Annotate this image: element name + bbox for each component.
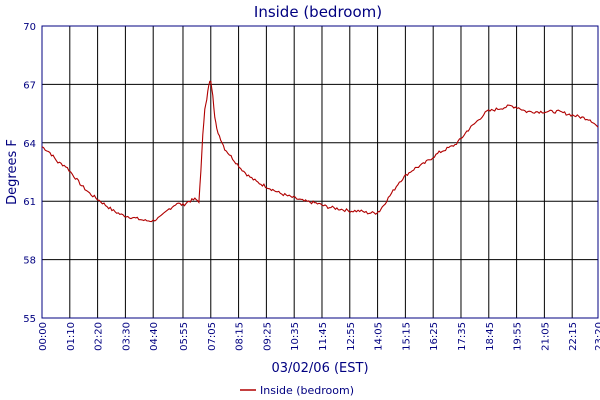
y-axis-ticks: 55 58 61 64 67 70: [23, 22, 36, 325]
x-tick-label: 21:05: [540, 322, 551, 351]
y-tick-label: 61: [23, 197, 36, 208]
x-tick-label: 00:00: [38, 322, 49, 351]
x-tick-label: 03:30: [121, 322, 132, 351]
x-tick-label: 10:35: [290, 322, 301, 351]
x-tick-label: 16:25: [429, 322, 440, 351]
plot-area-frame: [41, 25, 599, 319]
x-axis-label: 03/02/06 (EST): [271, 361, 368, 376]
x-tick-label: 15:15: [401, 322, 412, 351]
series-line-inside-bedroom: [41, 80, 599, 223]
x-tick-label: 17:35: [457, 322, 468, 351]
x-tick-label: 04:40: [149, 322, 160, 351]
x-tick-label: 19:55: [513, 322, 524, 351]
legend-series-label: Inside (bedroom): [260, 384, 354, 397]
grid-lines: [41, 25, 599, 319]
x-tick-label: 01:10: [66, 322, 77, 351]
x-tick-label: 14:05: [374, 322, 385, 351]
y-tick-label: 55: [23, 314, 36, 325]
x-tick-label: 07:05: [207, 322, 218, 351]
x-tick-label: 23:20: [594, 322, 600, 351]
legend: Inside (bedroom): [240, 384, 354, 397]
chart-title: Inside (bedroom): [254, 3, 382, 21]
y-tick-label: 58: [23, 256, 36, 267]
x-tick-label: 02:20: [94, 322, 105, 351]
x-tick-label: 18:45: [485, 322, 496, 351]
x-tick-label: 12:55: [346, 322, 357, 351]
y-tick-label: 67: [23, 80, 36, 91]
x-tick-label: 09:25: [262, 322, 273, 351]
x-tick-label: 11:45: [318, 322, 329, 351]
y-tick-label: 70: [23, 22, 36, 33]
x-tick-label: 05:55: [179, 322, 190, 351]
y-tick-label: 64: [23, 139, 36, 150]
x-tick-label: 08:15: [235, 322, 246, 351]
x-tick-label: 22:15: [568, 322, 579, 351]
x-axis-ticks: 00:00 01:10 02:20 03:30 04:40 05:55 07:05 08:15…: [38, 322, 600, 351]
y-axis-label: Degrees F: [5, 139, 20, 205]
